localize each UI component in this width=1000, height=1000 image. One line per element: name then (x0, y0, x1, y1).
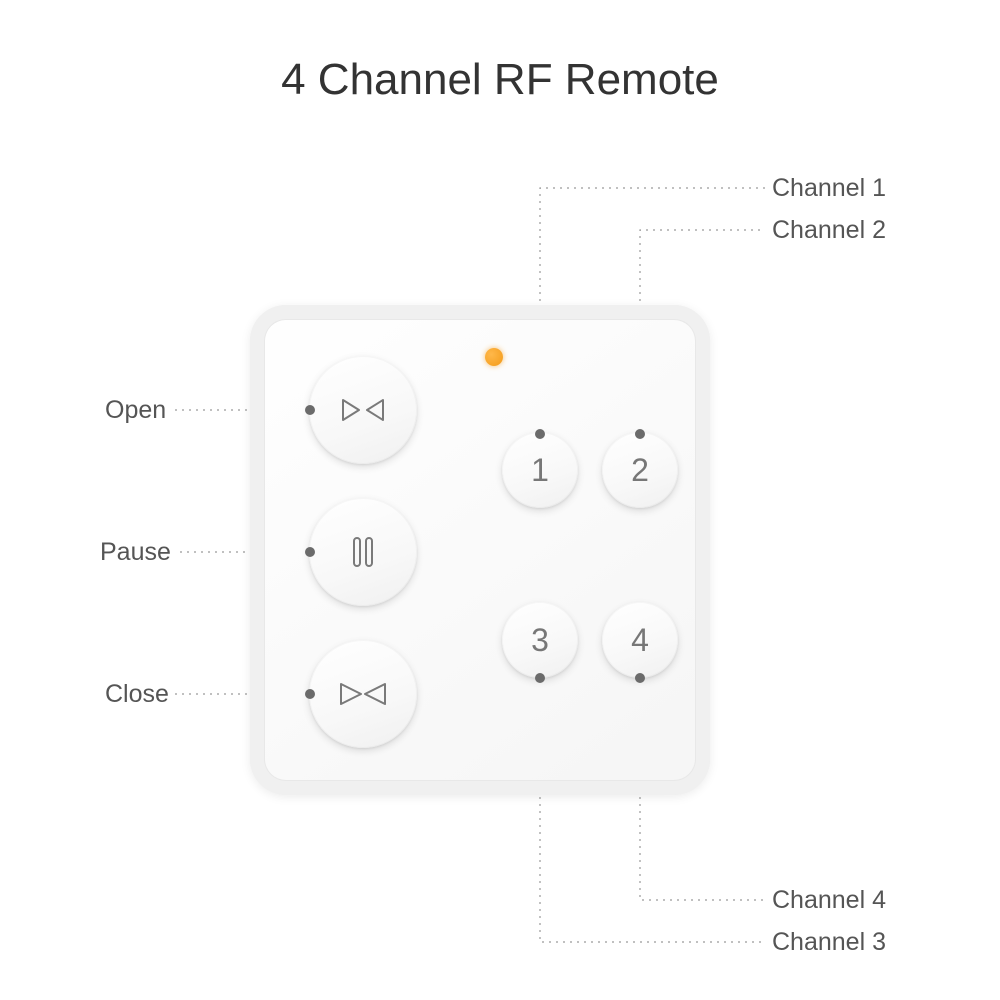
page-title: 4 Channel RF Remote (0, 55, 1000, 105)
label-open: Open (105, 396, 166, 425)
channel-4-button[interactable]: 4 (602, 602, 678, 678)
dot-ch4 (635, 673, 645, 683)
dot-close (305, 689, 315, 699)
dot-ch1 (535, 429, 545, 439)
dot-ch3 (535, 673, 545, 683)
close-icon (333, 674, 393, 714)
channel-4-label: 4 (631, 622, 649, 659)
channel-2-label: 2 (631, 452, 649, 489)
label-ch4: Channel 4 (772, 886, 886, 915)
dot-ch2 (635, 429, 645, 439)
label-close: Close (105, 680, 169, 709)
channel-1-button[interactable]: 1 (502, 432, 578, 508)
dot-open (305, 405, 315, 415)
channel-2-button[interactable]: 2 (602, 432, 678, 508)
label-ch1: Channel 1 (772, 174, 886, 203)
dot-pause (305, 547, 315, 557)
channel-3-label: 3 (531, 622, 549, 659)
pause-button[interactable] (309, 498, 417, 606)
open-icon (333, 390, 393, 430)
close-button[interactable] (309, 640, 417, 748)
channel-1-label: 1 (531, 452, 549, 489)
open-button[interactable] (309, 356, 417, 464)
led-indicator (485, 348, 503, 366)
label-ch3: Channel 3 (772, 928, 886, 957)
label-pause: Pause (100, 538, 171, 567)
remote-body: 1 2 3 4 (250, 305, 710, 795)
channel-3-button[interactable]: 3 (502, 602, 578, 678)
pause-icon (343, 532, 383, 572)
label-ch2: Channel 2 (772, 216, 886, 245)
